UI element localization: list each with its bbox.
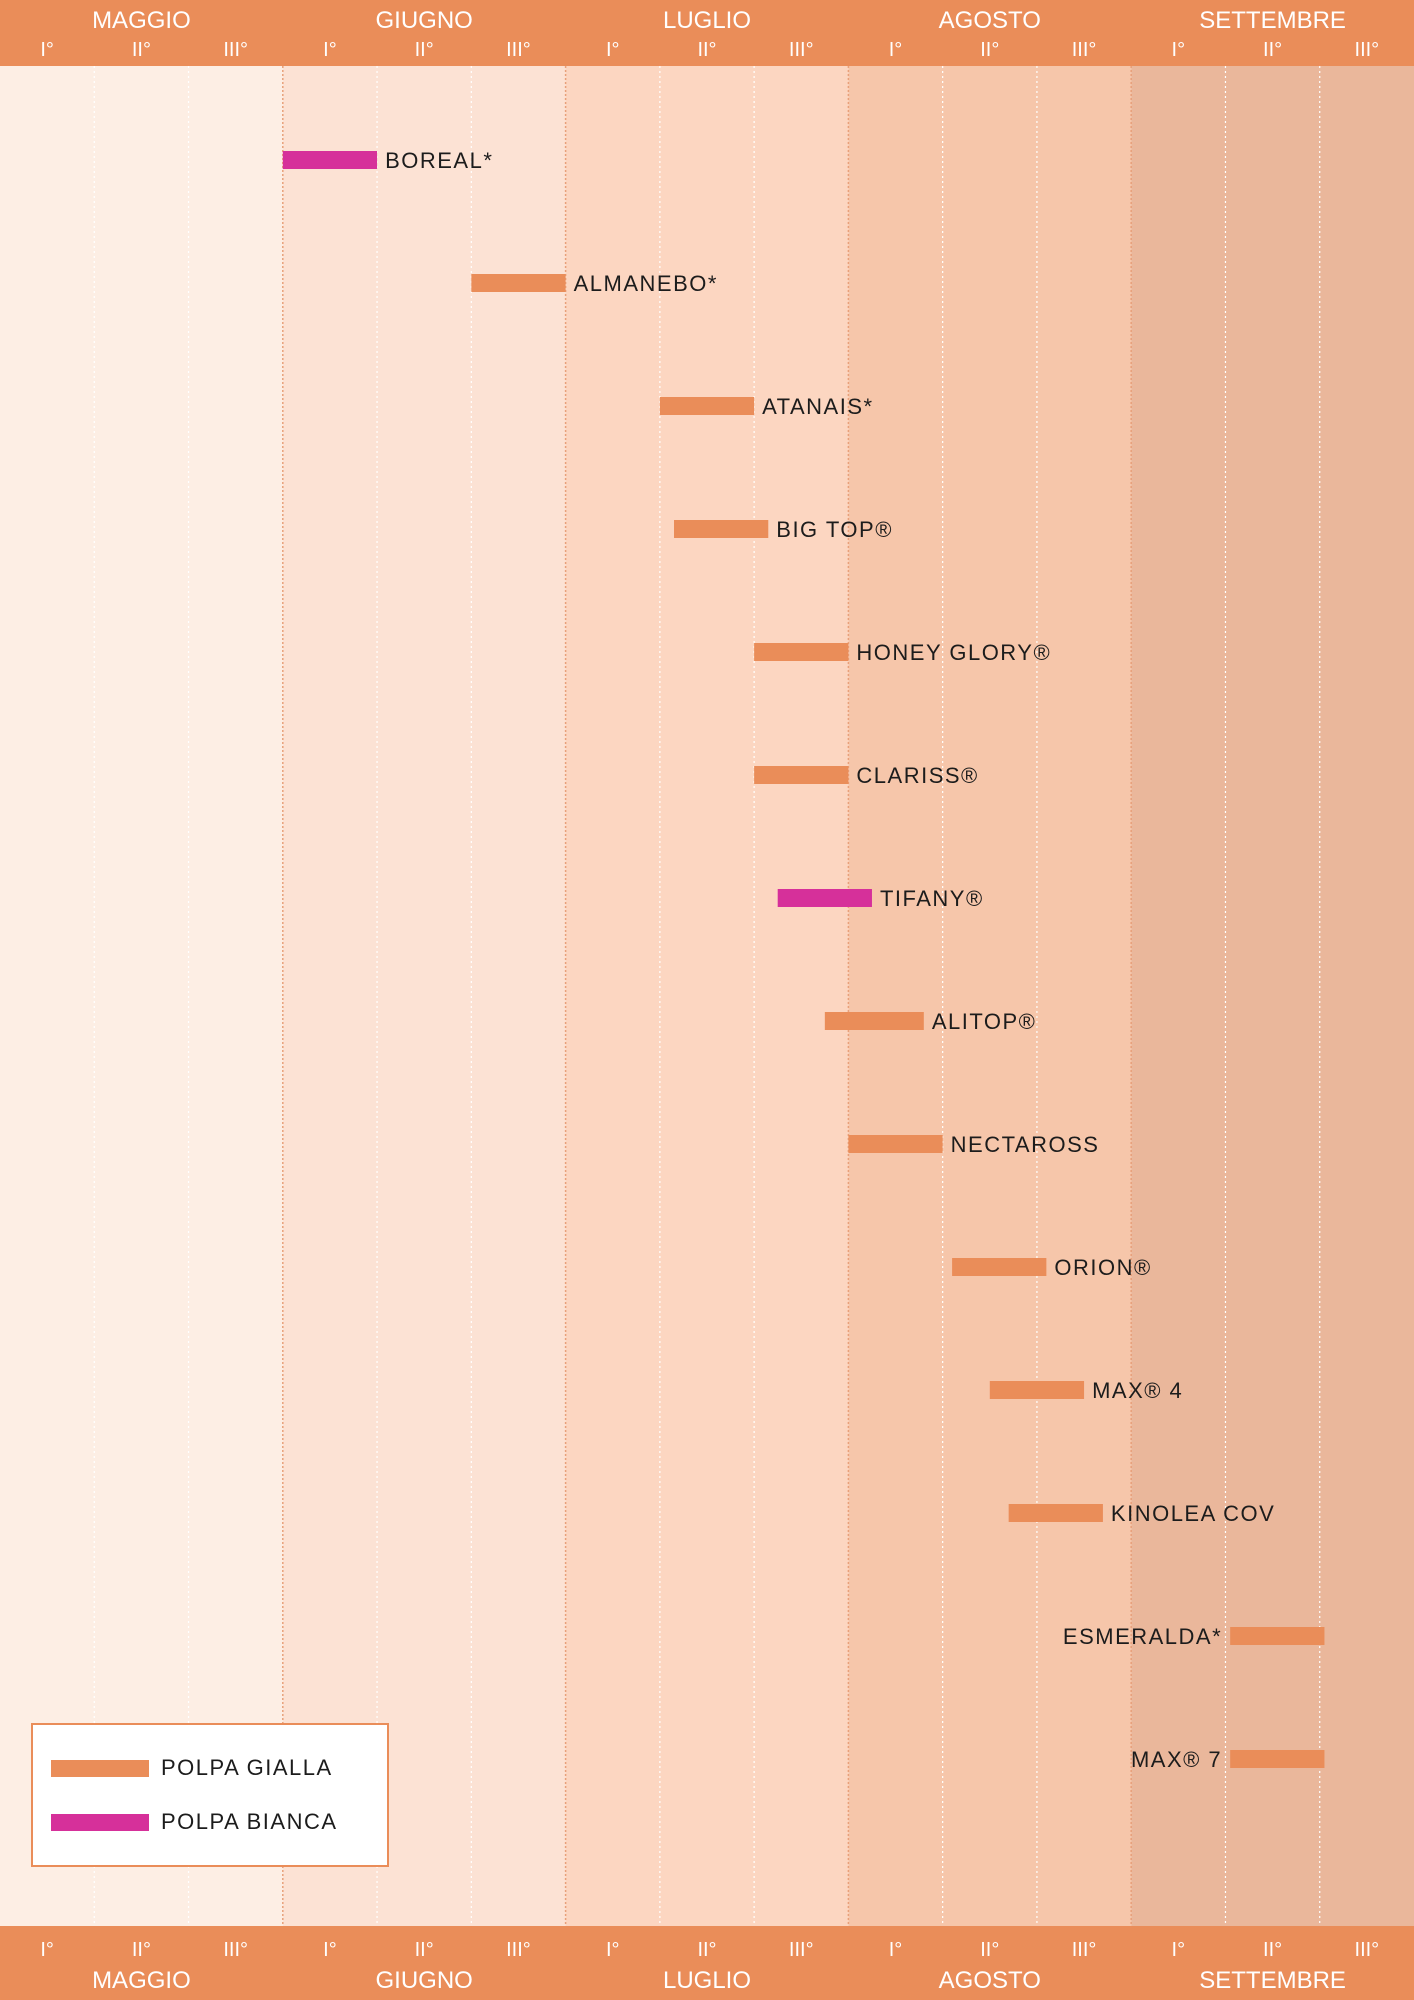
bottom-decade-tick-label: II° (415, 1939, 434, 1961)
bottom-decade-tick-label: I° (40, 1939, 54, 1961)
variety-label-orion: ORION® (1054, 1255, 1151, 1280)
variety-label-boreal: BOREAL* (385, 148, 493, 173)
bottom-decade-tick-label: III° (1072, 1939, 1097, 1961)
variety-bar-max-4 (989, 1381, 1085, 1399)
top-band-background (0, 0, 1414, 66)
variety-label-esmeralda: ESMERALDA* (1063, 1624, 1222, 1649)
variety-bar-tifany (777, 889, 872, 907)
bottom-band-background (0, 1926, 1414, 2000)
month-column-giugno (282, 66, 566, 1926)
top-decade-tick-label: III° (506, 39, 531, 61)
variety-labels-layer: BOREAL* ALMANEBO* ATANAIS* BIG TOP® HONEY GL… (385, 148, 1275, 1772)
top-month-label-agosto: AGOSTO (939, 7, 1041, 34)
variety-bar-alitop (824, 1012, 924, 1030)
top-decade-tick-label: II° (132, 39, 151, 61)
variety-bars-layer (282, 151, 1325, 1768)
variety-label-max-7: MAX® 7 (1131, 1747, 1222, 1772)
bottom-decade-tick-label: III° (1355, 1939, 1380, 1961)
legend-swatch-polpa-bianca (51, 1813, 149, 1831)
month-column-agosto (848, 66, 1132, 1926)
variety-label-atanais: ATANAIS* (762, 394, 873, 419)
top-decade-tick-label: II° (1263, 39, 1282, 61)
month-column-settembre (1131, 66, 1414, 1926)
month-background-layer (0, 66, 1414, 1926)
variety-label-nectaross: NECTAROSS (951, 1132, 1100, 1157)
variety-bar-max-7 (1230, 1750, 1325, 1768)
bottom-decade-tick-label: I° (889, 1939, 903, 1961)
top-month-label-settembre: SETTEMBRE (1199, 7, 1346, 34)
month-column-maggio (0, 66, 283, 1926)
variety-bar-honey-glory (754, 643, 849, 661)
variety-bar-kinolea-cov (1008, 1504, 1103, 1522)
legend: POLPA GIALLA POLPA BIANCA (31, 1723, 389, 1867)
bottom-decade-tick-label: II° (697, 1939, 716, 1961)
bottom-decade-tick-label: II° (1263, 1939, 1282, 1961)
top-month-label-maggio: MAGGIO (92, 7, 191, 34)
top-decade-tick-label: I° (606, 39, 620, 61)
variety-label-honey-glory: HONEY GLORY® (856, 640, 1051, 665)
bottom-decade-tick-label: III° (506, 1939, 531, 1961)
bottom-month-label-giugno: GIUGNO (376, 1967, 473, 1994)
bottom-month-label-maggio: MAGGIO (92, 1967, 191, 1994)
bottom-decade-tick-label: III° (789, 1939, 814, 1961)
month-column-luglio (565, 66, 849, 1926)
top-decade-tick-label: I° (1172, 39, 1186, 61)
variety-bar-atanais (659, 397, 755, 415)
top-decade-tick-label: I° (323, 39, 337, 61)
top-decade-tick-label: II° (980, 39, 999, 61)
legend-label-polpa-gialla: POLPA GIALLA (161, 1755, 333, 1780)
top-decade-tick-label: III° (789, 39, 814, 61)
top-decade-tick-label: III° (223, 39, 248, 61)
variety-bar-big-top (674, 520, 769, 538)
bottom-month-footer: MAGGIO I° II° III° GIUGNO I° II° III° LUGLIO I° II… (0, 1926, 1414, 2000)
legend-label-polpa-bianca: POLPA BIANCA (161, 1809, 338, 1834)
top-decade-tick-label: I° (40, 39, 54, 61)
variety-label-max-4: MAX® 4 (1092, 1378, 1183, 1403)
decade-grid-layer (93, 66, 1321, 1926)
bottom-decade-tick-label: I° (606, 1939, 620, 1961)
variety-label-big-top: BIG TOP® (776, 517, 893, 542)
variety-bar-nectaross (848, 1135, 943, 1153)
bottom-decade-tick-label: II° (132, 1939, 151, 1961)
bottom-decade-tick-label: I° (1172, 1939, 1186, 1961)
bottom-decade-tick-label: III° (223, 1939, 248, 1961)
legend-item-polpa-bianca: POLPA BIANCA (51, 1809, 338, 1835)
variety-label-kinolea-cov: KINOLEA COV (1111, 1501, 1275, 1526)
top-decade-tick-label: II° (415, 39, 434, 61)
variety-bar-orion (952, 1258, 1047, 1276)
variety-label-clariss: CLARISS® (856, 763, 978, 788)
variety-label-tifany: TIFANY® (880, 886, 984, 911)
bottom-decade-tick-label: II° (980, 1939, 999, 1961)
variety-bar-boreal (282, 151, 378, 169)
bottom-decade-tick-label: I° (323, 1939, 337, 1961)
variety-label-almanebo: ALMANEBO* (574, 271, 718, 296)
bottom-month-label-settembre: SETTEMBRE (1199, 1967, 1346, 1994)
top-month-header: MAGGIO I° II° III° GIUGNO I° II° III° LUGLIO I° II… (0, 0, 1414, 66)
top-month-label-giugno: GIUGNO (376, 7, 473, 34)
bottom-month-label-luglio: LUGLIO (663, 1967, 751, 1994)
top-decade-tick-label: II° (697, 39, 716, 61)
variety-bar-clariss (754, 766, 849, 784)
variety-bar-almanebo (471, 274, 566, 292)
variety-bar-esmeralda (1230, 1627, 1325, 1645)
top-month-label-luglio: LUGLIO (663, 7, 751, 34)
bottom-month-label-agosto: AGOSTO (939, 1967, 1041, 1994)
top-decade-tick-label: III° (1072, 39, 1097, 61)
legend-item-polpa-gialla: POLPA GIALLA (51, 1755, 333, 1781)
legend-swatch-polpa-gialla (51, 1759, 149, 1777)
variety-label-alitop: ALITOP® (932, 1009, 1037, 1034)
top-decade-tick-label: III° (1355, 39, 1380, 61)
top-decade-tick-label: I° (889, 39, 903, 61)
